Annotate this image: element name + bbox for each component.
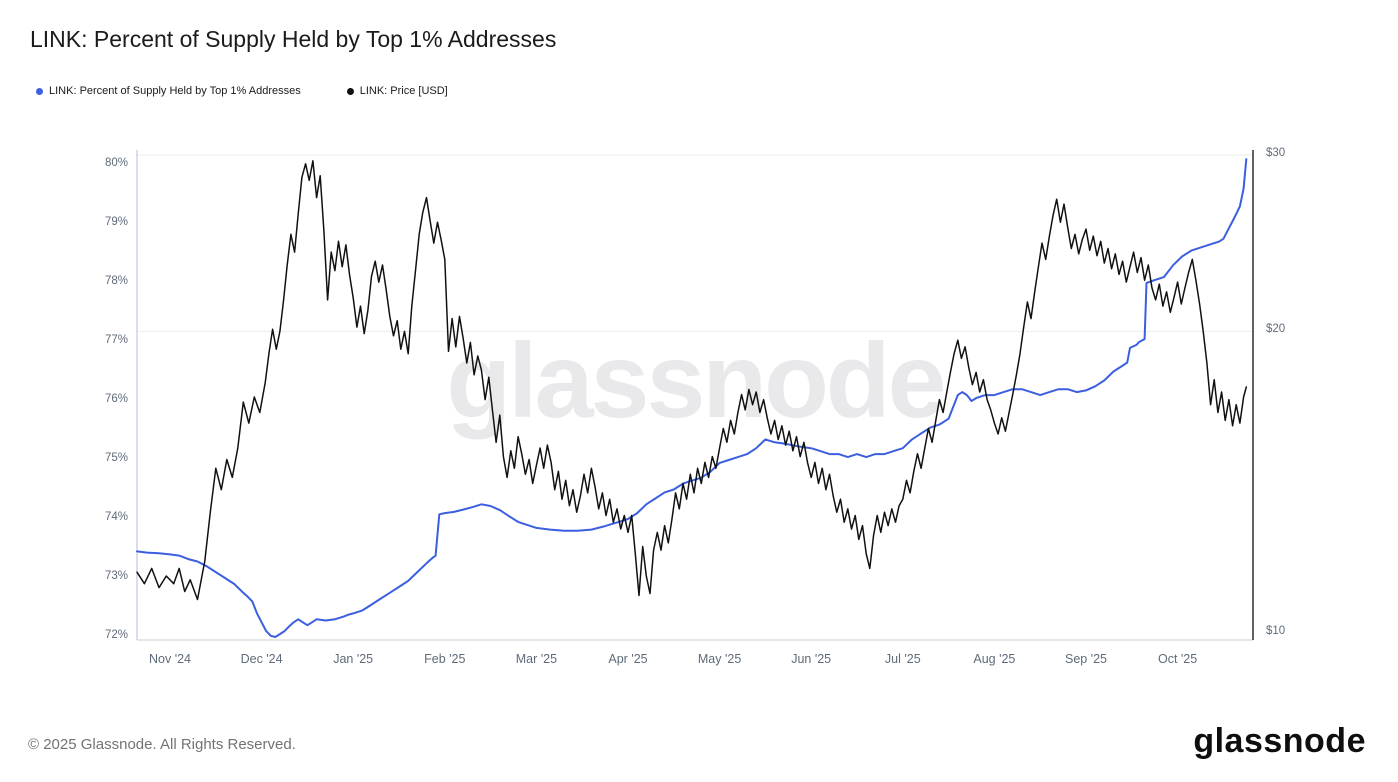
legend-item-price[interactable]: LINK: Price [USD] [346, 85, 448, 97]
x-axis-tick-label: Apr '25 [608, 652, 648, 666]
y-axis-left-tick-label: 75% [104, 452, 128, 464]
x-axis-tick-label: Sep '25 [1064, 652, 1107, 666]
y-axis-left-tick-label: 77% [104, 334, 128, 346]
y-axis-left-tick-label: 76% [104, 393, 128, 405]
x-axis-tick-label: Jul '25 [884, 652, 921, 666]
page-title: LINK: Percent of Supply Held by Top 1% A… [30, 26, 557, 52]
x-axis-tick-label: May '25 [697, 652, 742, 666]
x-axis-tick-label: Mar '25 [515, 652, 558, 666]
y-axis-left-tick-label: 80% [104, 157, 128, 169]
x-axis-tick-label: Oct '25 [1157, 652, 1198, 666]
legend-label-price: LINK: Price [USD] [359, 85, 448, 97]
y-axis-left-tick-label: 72% [104, 629, 128, 641]
legend-dot-black-icon [346, 87, 354, 95]
x-axis-tick-label: Dec '24 [240, 652, 283, 666]
y-axis-left-tick-label: 78% [104, 275, 128, 287]
legend-dot-blue-icon [36, 87, 43, 95]
y-axis-right-tick-label: $20 [1266, 323, 1286, 336]
x-axis-tick-label: Feb '25 [424, 652, 466, 666]
y-axis-left-tick-label: 79% [104, 216, 128, 228]
y-axis-right-tick-label: $30 [1266, 147, 1286, 159]
x-axis-tick-label: Jun '25 [791, 652, 832, 666]
y-axis-right-tick-label: $10 [1266, 625, 1286, 637]
copyright-text: © 2025 Glassnode. All Rights Reserved. [28, 736, 296, 753]
x-axis-tick-label: Nov '24 [149, 652, 191, 666]
x-axis-tick-label: Aug '25 [973, 652, 1016, 666]
legend-label-supply-pct: LINK: Percent of Supply Held by Top 1% A… [49, 85, 301, 97]
series-price-line [136, 160, 1248, 601]
glassnode-logo: glassnode [1193, 722, 1366, 760]
x-axis-tick-label: Jan '25 [333, 652, 374, 666]
y-axis-left-tick-label: 74% [104, 511, 128, 523]
glassnode-watermark: glassnode [446, 322, 946, 440]
y-axis-left-tick-label: 73% [104, 570, 128, 582]
legend-item-supply-pct[interactable]: LINK: Percent of Supply Held by Top 1% A… [36, 85, 301, 97]
chart-legend: LINK: Percent of Supply Held by Top 1% A… [36, 85, 448, 97]
series-supply-percent-line [136, 158, 1248, 638]
